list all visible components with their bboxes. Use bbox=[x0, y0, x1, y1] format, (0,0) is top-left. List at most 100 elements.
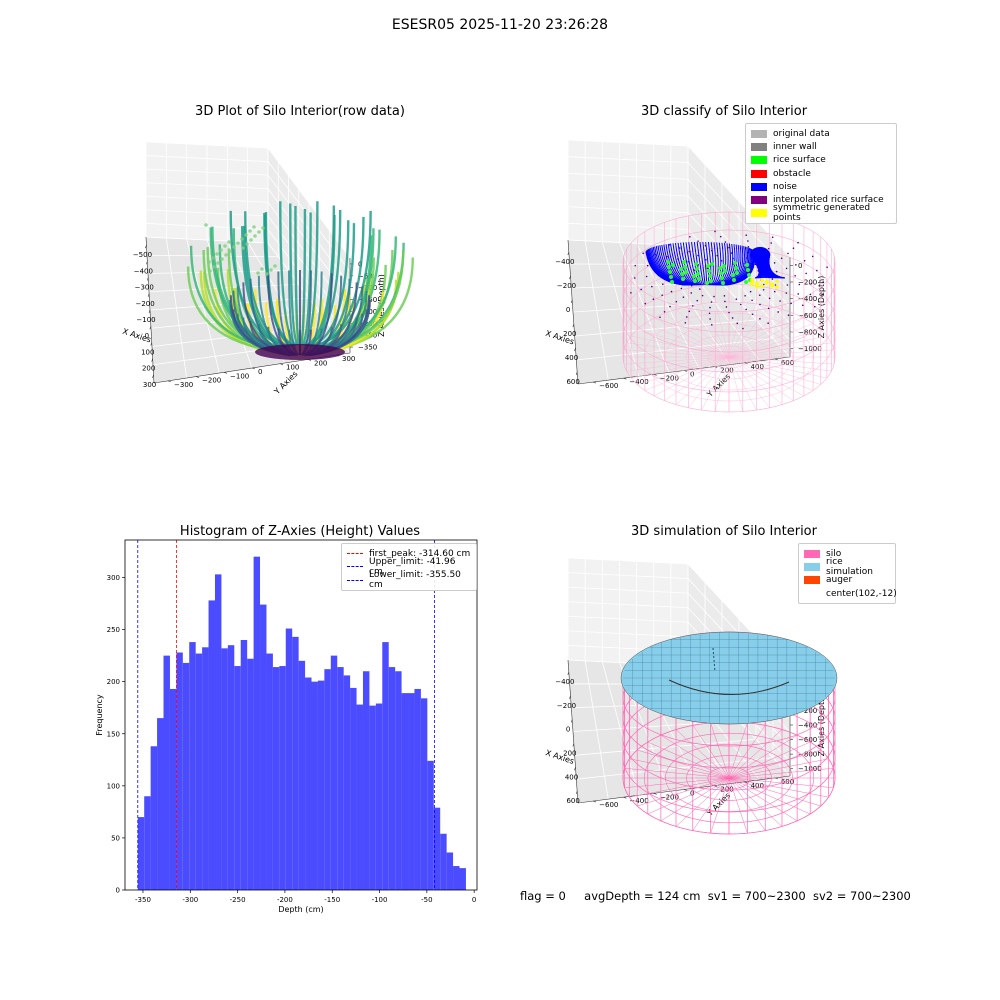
z-tick-label: −1000 bbox=[798, 765, 822, 773]
x-tick bbox=[146, 277, 149, 281]
y-tick bbox=[623, 377, 627, 380]
avg-depth-text: avgDepth = 124 cm bbox=[584, 889, 701, 903]
x-tick bbox=[572, 323, 575, 328]
interpolated-point bbox=[634, 264, 637, 267]
y-tick-label: −300 bbox=[174, 381, 193, 389]
surface-dip bbox=[668, 679, 790, 695]
histogram-bar bbox=[375, 703, 383, 890]
histogram-bar bbox=[253, 556, 261, 890]
histogram-bar bbox=[150, 746, 158, 890]
silo-wireframe bbox=[660, 777, 730, 822]
silo-wireframe bbox=[637, 356, 730, 385]
silo-wireframe bbox=[692, 725, 730, 779]
silo-wireframe bbox=[626, 356, 730, 372]
interpolated-point bbox=[762, 288, 765, 291]
legend-swatch bbox=[751, 142, 767, 151]
rice-surface-point bbox=[669, 275, 673, 279]
legend-item: obstacle bbox=[751, 167, 891, 180]
data-point bbox=[224, 253, 228, 257]
y-tick bbox=[623, 796, 627, 799]
x-tick bbox=[149, 326, 152, 330]
interpolated-point bbox=[745, 234, 748, 237]
interpolated-point bbox=[701, 294, 704, 297]
rice-surface-point bbox=[668, 270, 672, 274]
histogram-bar bbox=[369, 705, 376, 890]
rice-surface-point bbox=[722, 264, 726, 268]
histogram-bar bbox=[202, 647, 209, 890]
data-curve bbox=[313, 223, 356, 349]
interpolated-point bbox=[713, 295, 715, 298]
sv1-text: sv1 = 700~2300 bbox=[707, 889, 806, 903]
y-tick-label: 400 bbox=[751, 363, 764, 371]
interpolated-point bbox=[803, 260, 806, 262]
x-axis-line bbox=[567, 239, 579, 385]
data-point bbox=[212, 265, 216, 269]
grid-line bbox=[619, 242, 670, 373]
interpolated-point bbox=[742, 327, 744, 330]
silo-wireframe bbox=[728, 356, 821, 385]
noise-curve bbox=[768, 254, 786, 279]
grid-line bbox=[145, 209, 351, 327]
silo-wireframe bbox=[675, 777, 730, 827]
x-tick-label: −400 bbox=[555, 678, 574, 686]
silo-wireframe bbox=[728, 749, 821, 779]
x-tick bbox=[150, 342, 153, 346]
interpolated-point bbox=[770, 242, 772, 244]
silo-wireframe bbox=[728, 777, 834, 788]
silo-wireframe bbox=[728, 356, 827, 379]
legend-item: original data bbox=[751, 127, 891, 140]
histogram-bar bbox=[459, 868, 466, 890]
rice-surface-point bbox=[733, 261, 737, 265]
y-axis-label: Y Axies bbox=[705, 372, 733, 400]
y-tick bbox=[279, 363, 284, 365]
x-tick-label: −300 bbox=[135, 284, 154, 292]
x-tick-label: −100 bbox=[136, 316, 155, 324]
x-tick bbox=[570, 299, 573, 304]
legend-item: auger bbox=[804, 574, 890, 587]
interpolated-point bbox=[749, 290, 752, 293]
silo-wireframe bbox=[728, 356, 794, 401]
interpolated-point bbox=[810, 282, 813, 285]
y-tick bbox=[223, 372, 228, 374]
silo-wireframe bbox=[728, 777, 829, 798]
noise-curve bbox=[682, 242, 700, 286]
data-point bbox=[207, 260, 211, 264]
interpolated-point bbox=[670, 290, 673, 293]
silo-wireframe bbox=[637, 329, 730, 358]
z-tick-label: −800 bbox=[798, 751, 817, 759]
interpolated-point bbox=[751, 299, 753, 302]
y-tick-label: 0 bbox=[690, 371, 694, 379]
legend-item: interpolated rice surface bbox=[751, 193, 891, 206]
data-point bbox=[244, 233, 248, 237]
silo-wireframe bbox=[692, 777, 730, 831]
interpolated-point bbox=[714, 230, 716, 233]
silo-wireframe bbox=[728, 356, 805, 397]
interpolated-point bbox=[690, 292, 693, 294]
panel-histogram: -350 -300 -250 -200 -150 -100 -50 0 0 50 100 150 200… bbox=[95, 539, 478, 914]
data-point bbox=[223, 244, 227, 248]
histogram-bar bbox=[317, 680, 325, 890]
silo-wireframe bbox=[728, 306, 770, 358]
histogram-bar bbox=[279, 666, 286, 890]
histogram-bar bbox=[382, 642, 389, 890]
data-point bbox=[249, 238, 253, 242]
classify-plot-title: 3D classify of Silo Interior bbox=[640, 104, 808, 119]
interpolated-point bbox=[651, 285, 653, 288]
y-tick-label: 100 bbox=[286, 364, 299, 372]
y-tick bbox=[251, 367, 256, 370]
y-tick-label: 600 bbox=[781, 359, 794, 367]
interpolated-point bbox=[805, 272, 807, 275]
silo-wireframe bbox=[624, 777, 730, 788]
rice-surface-point bbox=[720, 276, 724, 280]
interpolated-point bbox=[767, 307, 770, 310]
histogram-bar bbox=[214, 574, 222, 890]
interpolated-point bbox=[686, 316, 688, 318]
silo-ring bbox=[707, 766, 751, 790]
interpolated-point bbox=[744, 294, 746, 297]
y-tick-label: 0 bbox=[258, 368, 262, 376]
interpolated-point bbox=[785, 267, 788, 270]
y-axis-label: Frequency bbox=[95, 694, 104, 736]
interpolated-point bbox=[675, 300, 678, 303]
silo-wireframe bbox=[728, 356, 783, 405]
